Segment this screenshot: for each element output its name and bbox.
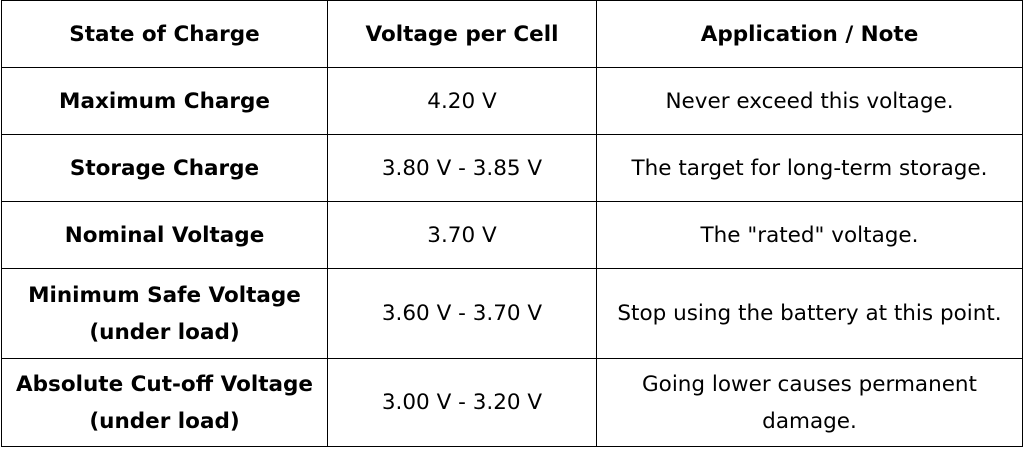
- voltage-cell: 3.80 V - 3.85 V: [327, 134, 597, 202]
- table-row: Maximum Charge 4.20 V Never exceed this …: [1, 67, 1023, 135]
- header-application-note: Application / Note: [596, 0, 1023, 68]
- voltage-cell: 3.60 V - 3.70 V: [327, 268, 597, 359]
- header-state-of-charge: State of Charge: [1, 0, 328, 68]
- note-cell: The "rated" voltage.: [596, 201, 1023, 269]
- voltage-cell: 3.70 V: [327, 201, 597, 269]
- state-label: Absolute Cut-off Voltage: [16, 371, 313, 397]
- note-cell: Going lower causes permanent damage.: [596, 358, 1023, 447]
- header-voltage-per-cell: Voltage per Cell: [327, 0, 597, 68]
- note-text: The "rated" voltage.: [700, 222, 919, 248]
- table-row: Absolute Cut-off Voltage (under load) 3.…: [1, 358, 1023, 447]
- state-cell: Absolute Cut-off Voltage (under load): [1, 358, 328, 447]
- state-label: Minimum Safe Voltage: [28, 282, 301, 308]
- note-text: Never exceed this voltage.: [665, 88, 954, 114]
- voltage-cell: 4.20 V: [327, 67, 597, 135]
- state-cell: Nominal Voltage: [1, 201, 328, 269]
- note-text: Stop using the battery at this point.: [617, 301, 1002, 326]
- state-sublabel: (under load): [89, 408, 240, 434]
- table-header-row: State of Charge Voltage per Cell Applica…: [1, 0, 1023, 68]
- table-row: Nominal Voltage 3.70 V The "rated" volta…: [1, 201, 1023, 269]
- note-cell: Stop using the battery at this point.: [596, 268, 1023, 359]
- note-cell: Never exceed this voltage.: [596, 67, 1023, 135]
- note-text: Going lower causes permanent: [642, 371, 977, 397]
- voltage-cell: 3.00 V - 3.20 V: [327, 358, 597, 447]
- note-cell: The target for long-term storage.: [596, 134, 1023, 202]
- state-sublabel: (under load): [89, 319, 240, 345]
- state-label: Nominal Voltage: [64, 222, 265, 248]
- state-label: Maximum Charge: [59, 88, 270, 114]
- note-text: The target for long-term storage.: [631, 155, 988, 181]
- state-label: Storage Charge: [69, 155, 260, 181]
- state-cell: Storage Charge: [1, 134, 328, 202]
- table-row: Storage Charge 3.80 V - 3.85 V The targe…: [1, 134, 1023, 202]
- table-row: Minimum Safe Voltage (under load) 3.60 V…: [1, 268, 1023, 359]
- state-cell: Minimum Safe Voltage (under load): [1, 268, 328, 359]
- note-text-continued: damage.: [762, 408, 857, 434]
- state-cell: Maximum Charge: [1, 67, 328, 135]
